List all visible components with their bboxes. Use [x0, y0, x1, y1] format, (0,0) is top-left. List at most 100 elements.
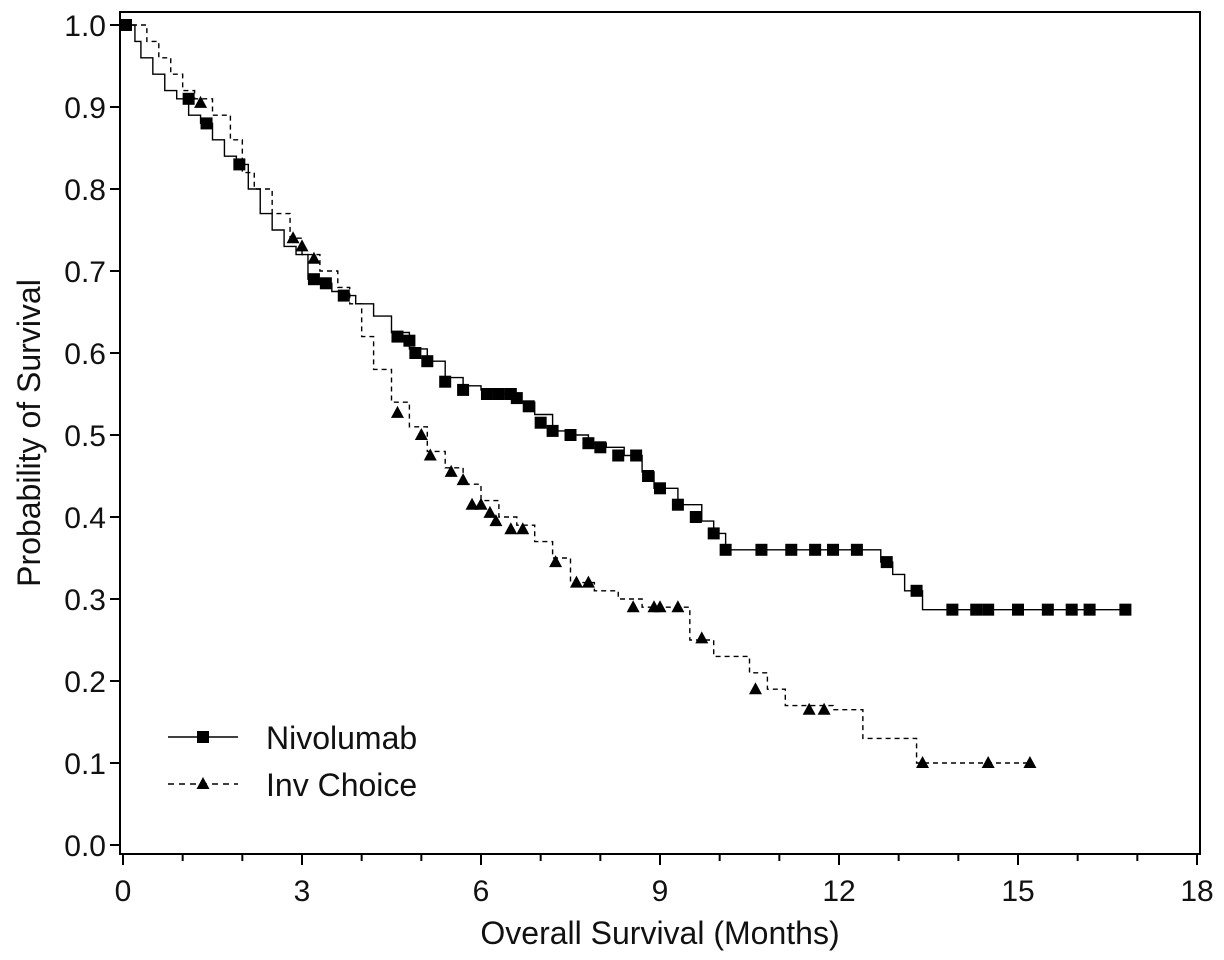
censor-mark-square	[546, 424, 559, 437]
censor-mark-triangle	[549, 555, 563, 568]
censor-mark-square	[612, 449, 625, 462]
censor-mark-square	[809, 543, 822, 556]
censor-mark-square	[200, 117, 213, 130]
plot-area	[119, 11, 1201, 855]
x-tick-label: 0	[115, 875, 132, 908]
censor-mark-square	[689, 511, 702, 523]
censor-mark-triangle	[504, 522, 518, 535]
censor-mark-square	[1119, 603, 1132, 616]
censor-mark-square	[1065, 603, 1078, 616]
censor-mark-square	[1083, 603, 1096, 616]
censor-mark-triangle	[748, 682, 762, 695]
censor-mark-triangle	[516, 522, 530, 535]
censor-mark-square	[439, 375, 452, 388]
censor-mark-triangle	[286, 231, 300, 244]
censor-mark-square	[850, 543, 863, 556]
censor-mark-triangle	[802, 702, 816, 715]
y-tick-label: 0.8	[64, 174, 106, 207]
x-tick-label: 18	[1180, 875, 1213, 908]
censor-mark-triangle	[474, 497, 488, 510]
y-axis-title: Probability of Survival	[11, 279, 47, 587]
censor-mark-triangle	[414, 428, 428, 440]
censor-mark-square	[182, 92, 195, 105]
censor-mark-square	[707, 527, 720, 540]
censor-mark-square	[403, 334, 416, 347]
legend: Nivolumab Inv Choice	[168, 720, 417, 803]
censor-mark-square	[654, 482, 666, 495]
censor-mark-square	[510, 392, 523, 405]
censor-mark-triangle	[569, 575, 583, 588]
x-axis-title: Overall Survival (Months)	[480, 915, 839, 951]
survival-step-line	[123, 24, 1030, 764]
legend-marker-square	[197, 731, 209, 743]
series-inv-choice	[123, 24, 1037, 768]
censor-mark-triangle	[981, 756, 995, 768]
censor-mark-square	[982, 603, 995, 616]
y-tick-label: 0.2	[64, 666, 106, 699]
censor-mark-triangle	[817, 702, 831, 715]
censor-mark-square	[630, 449, 643, 462]
censor-mark-square	[719, 543, 732, 556]
y-tick-label: 0.7	[64, 256, 106, 289]
censor-mark-triangle	[295, 239, 309, 252]
censor-mark-triangle	[456, 473, 470, 486]
censor-mark-square	[337, 289, 350, 302]
legend-label: Inv Choice	[266, 767, 417, 803]
y-tick-label: 0.6	[64, 338, 106, 371]
censor-mark-square	[910, 584, 923, 597]
series-layer	[119, 19, 1132, 768]
censor-mark-triangle	[671, 600, 685, 613]
censor-mark-square	[307, 273, 320, 286]
censor-mark-triangle	[695, 631, 709, 644]
censor-mark-triangle	[307, 251, 321, 264]
censor-mark-triangle	[1023, 756, 1037, 768]
y-tick-label: 1.0	[64, 10, 106, 43]
x-tick-label: 3	[294, 875, 311, 908]
censor-mark-square	[564, 429, 577, 441]
censor-mark-triangle	[194, 95, 208, 108]
censor-mark-triangle	[489, 514, 503, 527]
censor-mark-square	[319, 277, 332, 290]
censor-mark-square	[880, 556, 893, 569]
censor-mark-triangle	[581, 575, 595, 588]
censor-mark-square	[594, 441, 607, 454]
y-axis: 0.0 0.1 0.2 0.3 0.4 0.5 0.6 0.7 0.8 0.9 1.0	[64, 10, 120, 863]
censor-mark-square	[421, 355, 434, 368]
censor-mark-square	[582, 437, 595, 450]
censor-mark-square	[970, 603, 983, 616]
y-tick-label: 0.4	[64, 502, 106, 535]
censor-mark-square	[1041, 603, 1054, 616]
censor-mark-square	[671, 498, 684, 511]
x-tick-label: 6	[473, 875, 490, 908]
y-tick-label: 0.1	[64, 748, 106, 781]
censor-mark-triangle	[465, 497, 479, 510]
y-tick-label: 0.9	[64, 92, 106, 125]
censor-mark-square	[827, 543, 840, 556]
legend-marker-triangle	[196, 777, 210, 789]
censor-mark-triangle	[916, 756, 930, 768]
censor-mark-square	[492, 388, 505, 400]
y-tick-label: 0.0	[64, 830, 106, 863]
y-tick-label: 0.3	[64, 584, 106, 617]
censor-mark-square	[480, 388, 493, 400]
censor-mark-square	[642, 470, 655, 482]
censor-mark-triangle	[626, 600, 640, 613]
censor-mark-square	[457, 383, 470, 396]
censor-mark-square	[755, 543, 768, 556]
censor-mark-triangle	[444, 464, 458, 477]
censor-mark-square	[233, 158, 246, 171]
y-tick-label: 0.5	[64, 420, 106, 453]
censor-mark-square	[785, 543, 798, 556]
x-tick-label: 12	[822, 875, 855, 908]
x-axis: 0 3 6 9 12 15 18	[115, 854, 1214, 908]
censor-mark-square	[409, 347, 422, 359]
censor-mark-square	[522, 400, 535, 413]
censor-mark-triangle	[423, 448, 437, 461]
censor-mark-square	[391, 330, 404, 343]
legend-label: Nivolumab	[266, 720, 417, 756]
censor-mark-triangle	[390, 405, 404, 418]
censor-mark-square	[1012, 603, 1024, 616]
censor-mark-square	[534, 416, 547, 429]
x-tick-label: 15	[1001, 875, 1034, 908]
